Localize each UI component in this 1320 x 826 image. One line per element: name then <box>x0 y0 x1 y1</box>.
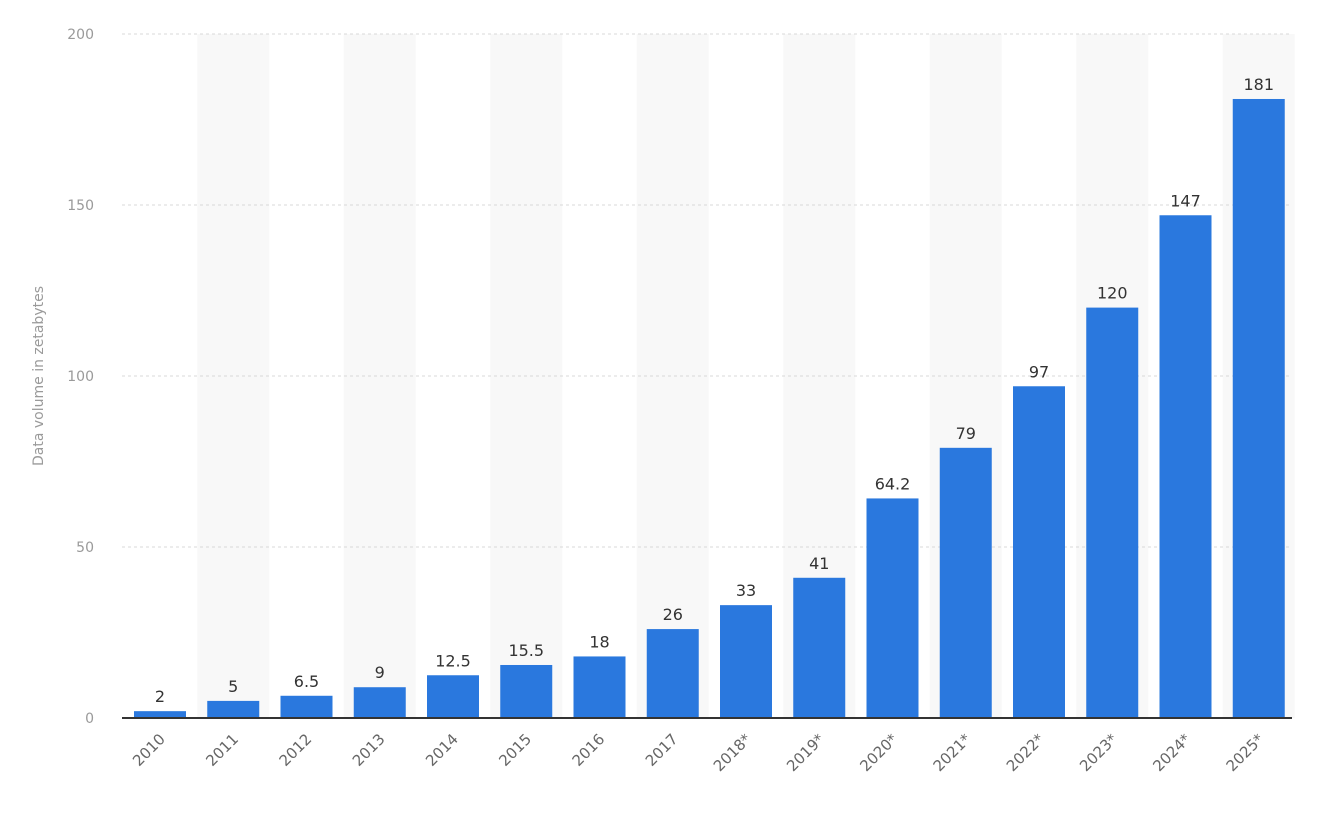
y-axis-title: Data volume in zetabytes <box>31 286 47 466</box>
bar <box>1159 215 1212 718</box>
bar <box>646 629 699 718</box>
x-tick-label: 2017 <box>642 730 682 770</box>
bar <box>500 664 553 718</box>
x-tick-label: 2014 <box>422 730 462 770</box>
x-tick-label: 2013 <box>349 730 389 770</box>
x-tick-label: 2015 <box>495 730 535 770</box>
data-label: 9 <box>375 663 385 682</box>
x-tick-label: 2011 <box>202 730 242 770</box>
x-tick-label: 2024* <box>1149 730 1194 775</box>
column-band <box>343 34 416 718</box>
x-tick-label: 2023* <box>1076 730 1121 775</box>
column-band <box>636 34 709 718</box>
data-label: 64.2 <box>875 474 911 493</box>
x-tick-label: 2010 <box>129 730 169 770</box>
bar <box>573 656 626 718</box>
data-label: 181 <box>1243 75 1274 94</box>
x-tick-label: 2018* <box>710 730 755 775</box>
column-band <box>197 34 270 718</box>
data-label: 15.5 <box>508 641 544 660</box>
y-tick-label: 0 <box>85 711 94 727</box>
x-tick-label: 2012 <box>276 730 316 770</box>
bar <box>280 695 333 718</box>
data-label: 79 <box>956 424 976 443</box>
data-label: 147 <box>1170 191 1201 210</box>
bars <box>134 98 1285 719</box>
bar <box>134 711 186 718</box>
x-tick-label: 2021* <box>930 730 975 775</box>
data-label: 6.5 <box>294 672 319 691</box>
data-label: 120 <box>1097 284 1128 303</box>
bar <box>1232 98 1285 719</box>
y-tick-label: 150 <box>67 198 94 214</box>
bar <box>1086 307 1139 718</box>
y-tick-label: 50 <box>76 540 94 556</box>
bar <box>427 675 479 718</box>
data-label: 26 <box>663 605 683 624</box>
data-label: 41 <box>809 554 829 573</box>
y-tick-label: 100 <box>67 369 94 385</box>
data-label: 33 <box>736 581 756 600</box>
x-tick-label: 2019* <box>783 730 828 775</box>
data-label: 2 <box>155 687 165 706</box>
data-label: 18 <box>589 632 609 651</box>
bar <box>793 577 846 718</box>
data-labels: 2 5 6.5 9 12.5 15.5 18 26 33 41 64.2 79 97 120 147 181 <box>155 75 1274 706</box>
y-tick-label: 200 <box>67 27 94 43</box>
bar <box>1013 386 1065 718</box>
x-tick-label: 2022* <box>1003 730 1048 775</box>
x-axis-labels: 2010 2011 2012 2013 2014 2015 2016 2017 2018* 201… <box>129 730 1268 775</box>
bar <box>207 700 260 718</box>
y-axis-ticks: 0 50 100 150 200 <box>67 27 94 727</box>
bar <box>720 605 772 718</box>
x-tick-label: 2016 <box>569 730 609 770</box>
data-label: 12.5 <box>435 651 471 670</box>
data-label: 97 <box>1029 362 1049 381</box>
x-tick-label: 2025* <box>1223 730 1268 775</box>
data-label: 5 <box>228 677 238 696</box>
x-tick-label: 2020* <box>856 730 901 775</box>
bar <box>866 498 919 718</box>
bar <box>353 687 406 718</box>
bar <box>939 447 992 718</box>
